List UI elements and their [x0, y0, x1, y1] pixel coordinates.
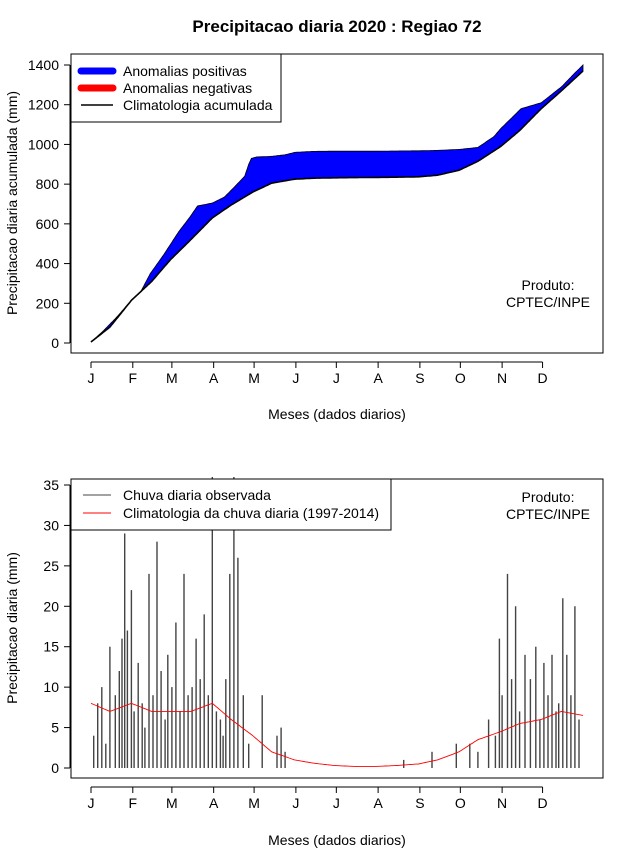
y-tick-label: 600 [36, 216, 60, 232]
cumulative-panel: 0 200 400 600 800 1000 1200 1400 J F M A M J J A S O N D M… [4, 53, 604, 422]
legend-bottom: Chuva diaria observada Climatologia da c… [70, 478, 392, 531]
x-tick-label: A [373, 370, 383, 386]
legend-label-observed: Chuva diaria observada [123, 487, 271, 503]
x-tick-label: O [455, 795, 466, 811]
x-tick-label: N [497, 370, 507, 386]
y-tick-label: 20 [43, 598, 59, 614]
x-tick-label: M [248, 370, 260, 386]
y-tick-label: 400 [36, 256, 60, 272]
x-tick-label: M [248, 795, 260, 811]
legend-label-negative: Anomalias negativas [123, 80, 252, 96]
legend-label-climatology: Climatologia acumulada [123, 97, 273, 113]
y-tick-label: 25 [43, 558, 59, 574]
x-tick-label: J [333, 370, 340, 386]
x-tick-label: J [292, 795, 299, 811]
y-tick-label: 0 [51, 760, 59, 776]
legend-top: Anomalias positivas Anomalias negativas … [70, 53, 282, 123]
chart-title: Precipitacao diaria 2020 : Regiao 72 [192, 17, 481, 36]
y-tick-label: 5 [51, 720, 59, 736]
x-tick-label: S [415, 370, 424, 386]
y-tick-label: 30 [43, 517, 59, 533]
y-tick-label: 15 [43, 639, 59, 655]
plot-frame-top [70, 53, 604, 354]
y-tick-label: 1400 [28, 57, 59, 73]
x-tick-label: S [415, 795, 424, 811]
y-axis-label-top: Precipitacao diaria acumulada (mm) [4, 91, 20, 315]
x-tick-label: M [166, 370, 178, 386]
x-tick-label: A [373, 795, 383, 811]
y-axis-bottom: 0 5 10 15 20 25 30 35 [43, 477, 71, 776]
x-tick-label: F [129, 795, 138, 811]
credit-line-1-top: Produto: [522, 277, 575, 293]
x-tick-label: J [88, 795, 95, 811]
daily-panel: 0 5 10 15 20 25 30 35 J F M A M J J A S O N D Meses (dados… [4, 477, 604, 848]
y-tick-label: 10 [43, 679, 59, 695]
y-tick-label: 1200 [28, 97, 59, 113]
climatology-cumulative-line [90, 70, 584, 343]
x-tick-label: M [166, 795, 178, 811]
y-tick-label: 35 [43, 477, 59, 493]
y-tick-label: 1000 [28, 136, 59, 152]
x-tick-label: D [537, 795, 547, 811]
y-axis-label-bottom: Precipitacao diaria (mm) [4, 552, 20, 704]
x-tick-label: D [537, 370, 547, 386]
credit-line-2-bottom: CPTEC/INPE [506, 506, 590, 522]
y-tick-label: 800 [36, 176, 60, 192]
x-tick-label: O [455, 370, 466, 386]
x-tick-label: F [129, 370, 138, 386]
x-tick-label: J [333, 795, 340, 811]
x-tick-label: J [292, 370, 299, 386]
x-tick-label: N [497, 795, 507, 811]
legend-box-bottom [70, 478, 392, 531]
x-tick-label: A [209, 795, 219, 811]
x-axis-label-top: Meses (dados diarios) [268, 406, 406, 422]
legend-label-climatology-daily: Climatologia da chuva diaria (1997-2014) [123, 505, 379, 521]
y-tick-label: 200 [36, 295, 60, 311]
x-axis-label-bottom: Meses (dados diarios) [268, 832, 406, 848]
x-tick-label: J [88, 370, 95, 386]
x-tick-label: A [209, 370, 219, 386]
credit-line-1-bottom: Produto: [522, 489, 575, 505]
climatology-daily-line [90, 702, 584, 767]
y-tick-label: 0 [51, 335, 59, 351]
y-axis-top: 0 200 400 600 800 1000 1200 1400 [28, 57, 71, 351]
credit-line-2-top: CPTEC/INPE [506, 294, 590, 310]
legend-label-positive: Anomalias positivas [123, 63, 247, 79]
observed-bars [92, 477, 580, 768]
